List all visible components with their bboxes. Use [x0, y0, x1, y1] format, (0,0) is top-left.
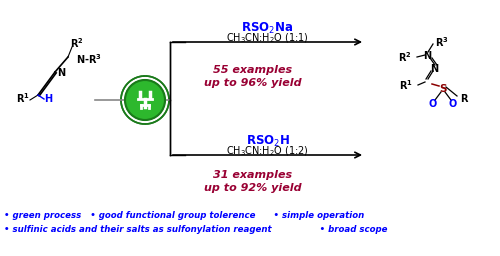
- Circle shape: [125, 80, 165, 120]
- Text: $\mathregular{O}$: $\mathregular{O}$: [448, 97, 458, 109]
- Text: $\mathregular{R^2}$: $\mathregular{R^2}$: [70, 36, 84, 50]
- Text: • green process   • good functional group tolerence      • simple operation: • green process • good functional group …: [4, 210, 364, 219]
- Text: 31 examples: 31 examples: [213, 170, 292, 180]
- Text: CH$_3$CN:H$_2$O (1:2): CH$_3$CN:H$_2$O (1:2): [226, 144, 309, 158]
- Text: $\mathregular{R}$: $\mathregular{R}$: [460, 92, 469, 104]
- Text: $\mathregular{N}$: $\mathregular{N}$: [430, 62, 440, 74]
- Text: $\mathregular{R^3}$: $\mathregular{R^3}$: [435, 35, 448, 49]
- Text: • sulfinic acids and their salts as sulfonylation reagent                • broad: • sulfinic acids and their salts as sulf…: [4, 226, 388, 234]
- Text: $\mathregular{S}$: $\mathregular{S}$: [438, 82, 448, 94]
- Text: CH$_3$CN:H$_2$O (1:1): CH$_3$CN:H$_2$O (1:1): [226, 31, 309, 45]
- Text: $\mathregular{N}$: $\mathregular{N}$: [424, 49, 432, 61]
- Text: up to 96% yield: up to 96% yield: [204, 78, 302, 88]
- Text: 55 examples: 55 examples: [213, 65, 292, 75]
- Text: $\mathregular{R^1}$: $\mathregular{R^1}$: [399, 78, 413, 92]
- Text: RSO$_2$H: RSO$_2$H: [246, 133, 290, 148]
- Text: RSO$_2$Na: RSO$_2$Na: [242, 20, 294, 36]
- Text: $\mathregular{O}$: $\mathregular{O}$: [428, 97, 438, 109]
- Text: $\mathregular{N}$: $\mathregular{N}$: [57, 66, 66, 78]
- Text: $\mathregular{N}$-$\mathregular{R^3}$: $\mathregular{N}$-$\mathregular{R^3}$: [76, 52, 102, 66]
- Text: $\mathregular{H}$: $\mathregular{H}$: [44, 92, 53, 104]
- Text: $\mathregular{R^1}$: $\mathregular{R^1}$: [16, 91, 30, 105]
- Text: $\mathregular{R^2}$: $\mathregular{R^2}$: [398, 50, 412, 64]
- Text: up to 92% yield: up to 92% yield: [204, 183, 302, 193]
